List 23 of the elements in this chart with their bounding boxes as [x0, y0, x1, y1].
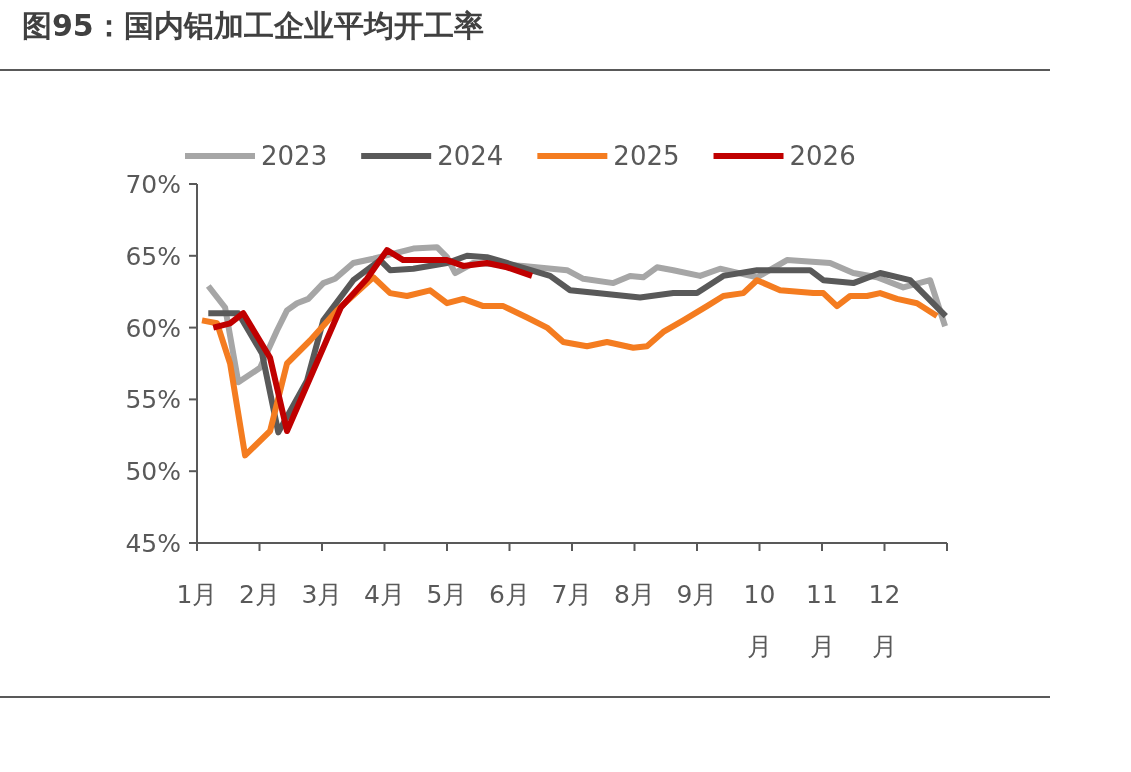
- legend-label: 2026: [789, 141, 856, 171]
- x-tick-label: 9月: [676, 580, 718, 609]
- x-tick-label: 1月: [176, 580, 218, 609]
- x-tick-label: 7月: [551, 580, 593, 609]
- y-tick-label: 65%: [125, 241, 181, 271]
- legend-label: 2025: [613, 141, 680, 171]
- x-tick-label: 5月: [426, 580, 468, 609]
- x-tick-label: 12月: [868, 580, 901, 661]
- x-tick-label: 6月: [489, 580, 530, 609]
- x-tick-label: 10月: [743, 580, 776, 661]
- x-tick-label: 8月: [614, 580, 655, 609]
- y-tick-label: 60%: [125, 313, 181, 343]
- y-tick-label: 70%: [125, 170, 181, 199]
- x-tick-label: 3月: [301, 580, 343, 609]
- legend-label: 2023: [261, 141, 328, 171]
- legend-label: 2024: [437, 141, 504, 171]
- chart-title: 图95：国内铝加工企业平均开工率: [22, 8, 484, 43]
- x-tick-label: 2月: [239, 580, 280, 609]
- y-tick-label: 55%: [125, 385, 181, 415]
- x-tick-label: 11月: [806, 580, 838, 661]
- y-tick-label: 45%: [125, 529, 181, 558]
- y-tick-label: 50%: [125, 457, 181, 487]
- x-tick-label: 4月: [364, 580, 405, 609]
